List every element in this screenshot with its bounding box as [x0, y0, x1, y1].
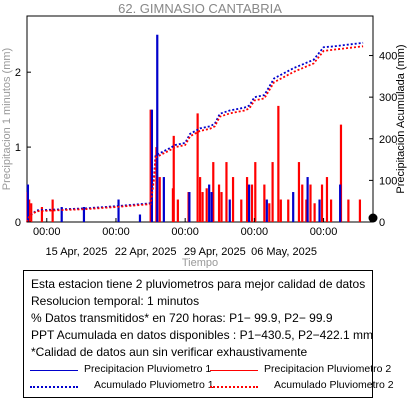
legend-p1-rain-swatch — [30, 370, 78, 371]
bar-p1-9 — [208, 184, 211, 222]
bar-p1-12 — [248, 184, 251, 222]
bar-p2-10 — [176, 199, 179, 222]
legend-p2-rain-swatch — [210, 370, 258, 371]
x-tick-time-label-2: 00:00 — [102, 226, 130, 238]
bar-p2-27 — [271, 162, 274, 222]
bar-p2-18 — [220, 192, 223, 222]
y-right-axis-label: Precipitacion Acumulada (mm) — [395, 44, 407, 193]
chart-title: 62. GIMNASIO CANTABRIA — [118, 1, 282, 16]
bar-p2-39 — [339, 124, 343, 222]
x-tick-time-label-8: 00:00 — [310, 226, 338, 238]
bar-p2-36 — [320, 184, 324, 222]
y-right-tick-label-4: 400 — [379, 51, 397, 63]
bar-p1-16 — [318, 199, 321, 222]
bar-p2-33 — [305, 199, 308, 222]
bar-p2-23 — [250, 184, 254, 222]
bar-p1-7 — [162, 177, 165, 222]
bar-p2-24 — [254, 162, 257, 222]
bar-p2-7 — [158, 177, 161, 222]
x-axis-label: Tiempo — [182, 257, 218, 268]
legend-p2-acc: Acumulado Pluviometro 2 — [274, 379, 394, 391]
bar-p2-34 — [309, 184, 312, 222]
info-box: Esta estacion tiene 2 pluviometros para … — [23, 270, 394, 398]
bar-p1-10 — [210, 192, 213, 222]
bar-p2-25 — [263, 184, 266, 222]
bar-p1-0 — [26, 184, 30, 222]
bar-p2-41 — [358, 199, 362, 222]
legend-p2-acc-swatch — [210, 386, 258, 388]
bar-p1-14 — [292, 192, 295, 222]
bar-p2-30 — [287, 199, 290, 222]
x-tick-time-label-6: 00:00 — [241, 226, 269, 238]
bar-p2-35 — [313, 203, 316, 222]
bar-p1-4 — [138, 214, 142, 222]
info-data-transmitted: % Datos transmitidos* en 720 horas: P1− … — [31, 311, 333, 325]
x-tick-time-label-0: 00:00 — [33, 226, 61, 238]
y-left-tick-label-0: 0 — [15, 217, 21, 229]
y-right-tick-label-2: 200 — [379, 134, 397, 146]
x-tick-time-label-4: 00:00 — [171, 226, 199, 238]
legend-p1-acc: Acumulado Pluviometro 1 — [94, 379, 214, 391]
cumulative-line-p1 — [26, 41, 364, 223]
y-right-tick-label-1: 100 — [379, 175, 397, 187]
y-left-tick-label-2: 2 — [15, 67, 21, 79]
bar-p1-8 — [188, 192, 191, 222]
legend-p1-rain: Precipitacion Pluviometro 1 — [84, 363, 212, 375]
bar-p1-17 — [339, 184, 342, 222]
bar-p2-19 — [225, 162, 228, 222]
bar-p2-26 — [268, 203, 271, 222]
bar-p2-28 — [277, 105, 280, 222]
bar-p2-15 — [205, 188, 208, 222]
bar-p2-14 — [201, 192, 204, 222]
legend-p1-acc-swatch — [30, 386, 78, 388]
bar-p2-22 — [245, 177, 249, 222]
bar-p2-12 — [196, 113, 199, 222]
y-right-tick-label-0: 0 — [379, 217, 385, 229]
bar-p2-4 — [51, 199, 54, 222]
bar-p2-5 — [149, 109, 152, 222]
bar-p2-38 — [329, 199, 333, 222]
x-tick-date-label-5: 29 Apr, 2025 — [184, 246, 246, 258]
bar-p2-21 — [240, 199, 243, 222]
legend-p2-rain: Precipitacion Pluviometro 2 — [264, 363, 392, 375]
info-accumulated-ppt: PPT Acumulada en datos disponibles : P1−… — [31, 328, 373, 342]
cumulative-line-p2 — [26, 45, 364, 223]
y-right-tick-label-3: 300 — [379, 92, 397, 104]
bar-p1-6 — [156, 34, 159, 223]
bar-p2-13 — [199, 177, 202, 222]
x-tick-date-label-3: 22 Apr, 2025 — [115, 246, 177, 258]
bar-p1-11 — [228, 199, 231, 222]
bar-p1-13 — [265, 199, 268, 222]
bar-p1-15 — [306, 177, 309, 222]
info-station-note: Esta estacion tiene 2 pluviometros para … — [31, 277, 366, 291]
bar-p2-1 — [28, 199, 31, 222]
bar-p2-16 — [212, 162, 215, 222]
bar-p1-5 — [150, 109, 154, 222]
bar-p2-2 — [30, 203, 33, 222]
bar-p2-3 — [40, 207, 44, 222]
bar-p2-40 — [347, 199, 350, 222]
bar-p2-32 — [301, 184, 304, 222]
bar-p2-31 — [297, 162, 301, 222]
rainfall-chart: 62. GIMNASIO CANTABRIA 0 1 2 0 100 200 300 400 00… — [1, 1, 407, 268]
bar-p2-37 — [325, 177, 329, 222]
bar-p2-17 — [217, 184, 221, 222]
y-left-tick-label-1: 1 — [15, 142, 21, 154]
bar-p2-9 — [172, 135, 175, 222]
info-quality-note: *Calidad de datos aun sin verificar exha… — [31, 345, 308, 359]
end-marker-dot — [368, 213, 378, 223]
bar-p1-3 — [117, 199, 120, 222]
bar-p2-29 — [279, 199, 282, 222]
x-tick-date-label-1: 15 Apr, 2025 — [46, 246, 108, 258]
bar-p1-1 — [60, 207, 63, 222]
bar-p1-2 — [82, 207, 86, 222]
bar-p2-20 — [231, 177, 235, 222]
y-left-axis-label: Precipitacion 1 minutos (mm) — [1, 48, 13, 190]
info-resolution: Resolucion temporal: 1 minutos — [31, 294, 200, 308]
x-tick-date-label-7: 06 May, 2025 — [251, 246, 317, 258]
